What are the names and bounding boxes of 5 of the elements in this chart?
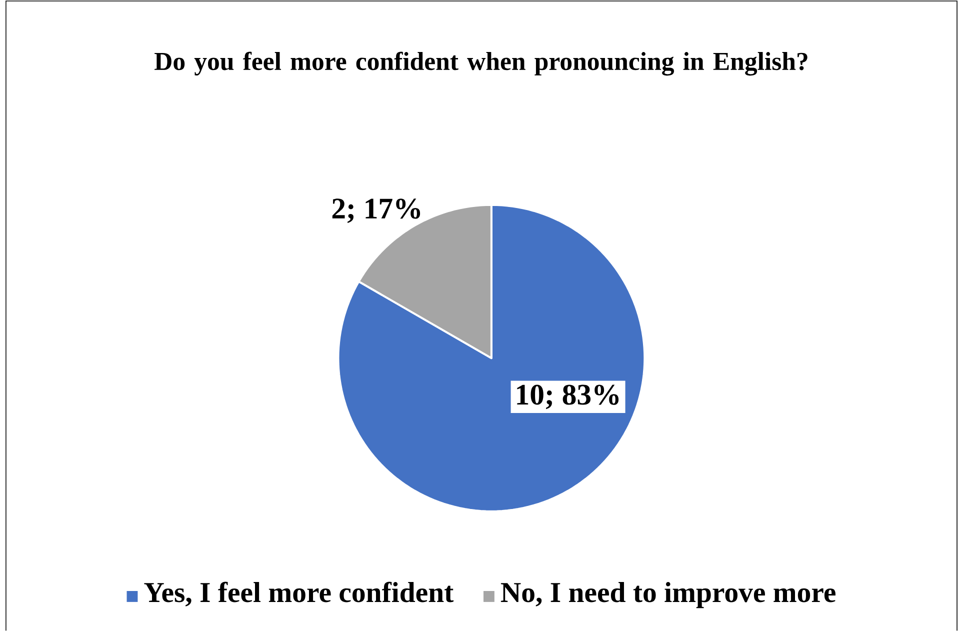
data-label: 2; 17% — [332, 198, 420, 224]
legend-label: Yes, I feel more confident — [144, 582, 454, 607]
data-label: 10; 83% — [517, 384, 619, 410]
legend-label: No, I need to improve more — [500, 582, 836, 608]
chart-title: Do you feel more confident when pronouncing in English? — [154, 52, 808, 76]
